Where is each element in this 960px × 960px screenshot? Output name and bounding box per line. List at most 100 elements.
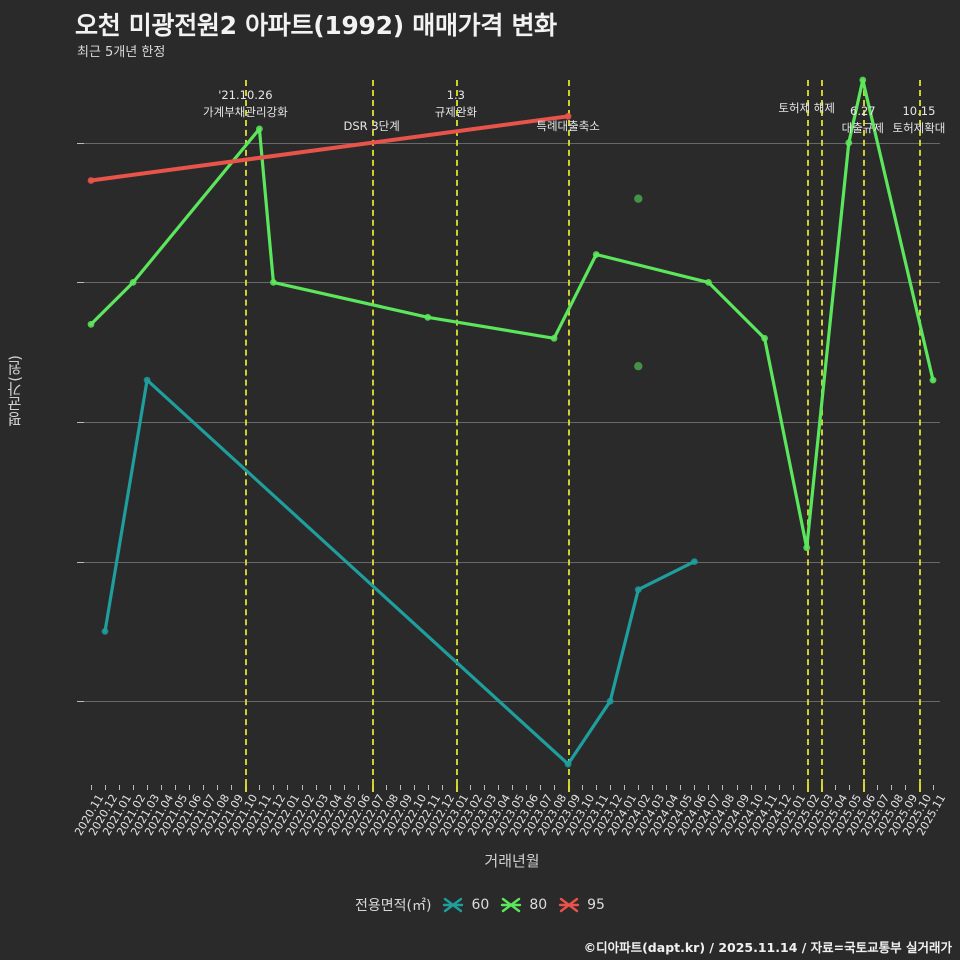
annotation-date: 1.3 [446, 88, 466, 102]
legend-entry-95[interactable]: 95 [558, 896, 605, 914]
x-axis-tick [750, 785, 752, 790]
x-axis-tick [778, 785, 780, 790]
x-axis-tick [848, 785, 850, 790]
x-axis-tick [918, 785, 921, 792]
legend-title: 전용면적(㎡) [355, 898, 432, 914]
legend-label: 95 [587, 897, 605, 913]
annotation-label: 대출규제 [841, 121, 884, 135]
gridline [84, 701, 940, 703]
plot-area: 0.2억0.3억0.4억0.5억0.6억 2020.112020.122021.… [72, 76, 948, 870]
x-axis-tick [119, 785, 121, 790]
x-axis-tick [694, 785, 696, 790]
x-axis-tick [273, 785, 275, 790]
x-axis-tick [540, 785, 542, 790]
data-point [929, 376, 937, 384]
annotation-date: '21.10.26 [218, 88, 273, 102]
x-axis-tick [189, 785, 191, 790]
x-axis-tick [806, 785, 809, 792]
page-title: 오천 미광전원2 아파트(1992) 매매가격 변화 [75, 11, 557, 40]
x-axis-tick [554, 785, 556, 790]
annotation-label: 토허제 해제 [778, 101, 835, 115]
data-point [87, 320, 95, 328]
y-axis-tick [77, 422, 84, 424]
x-axis-tick [91, 785, 93, 790]
x-axis-tick [483, 785, 485, 790]
event-line [918, 80, 921, 785]
x-axis-tick [582, 785, 584, 790]
data-point [634, 586, 642, 593]
x-axis-tick [175, 785, 177, 790]
legend-entry-60[interactable]: 60 [442, 896, 489, 914]
x-axis-tick [315, 785, 317, 790]
x-axis-tick [862, 785, 865, 792]
annotation-label: 가계부채관리강화 [203, 105, 288, 119]
x-axis-tick [469, 785, 471, 790]
event-line [455, 80, 458, 785]
x-axis-title: 거래년월 [484, 852, 540, 870]
x-axis-tick [357, 785, 359, 790]
x-axis-tick [441, 785, 443, 790]
y-axis-tick [77, 561, 84, 563]
x-axis-tick [624, 785, 626, 790]
event-line [371, 80, 374, 785]
data-point [761, 334, 768, 342]
data-point [803, 544, 811, 552]
x-axis-tick [890, 785, 892, 790]
data-point [592, 251, 600, 258]
event-line [568, 80, 571, 785]
y-axis-tick [77, 282, 84, 284]
series-layer [87, 76, 937, 768]
x-axis-tick [413, 785, 415, 790]
legend-entry-80[interactable]: 80 [500, 896, 547, 914]
x-axis-tick [666, 785, 668, 790]
x-axis-tick [497, 785, 499, 790]
x-axis-tick [568, 785, 571, 792]
data-point-isolated [634, 194, 643, 203]
legend-label: 80 [529, 897, 548, 913]
x-axis-tick [147, 785, 149, 790]
x-axis-tick [904, 785, 906, 790]
x-axis-tick [245, 785, 248, 792]
series-line-95 [89, 114, 571, 183]
x-axis-tick [932, 785, 934, 790]
data-point [691, 558, 698, 565]
x-axis-tick [105, 785, 107, 790]
annotation-label: 토허제확대 [892, 121, 946, 135]
gridline [84, 422, 940, 424]
event-line [862, 80, 865, 785]
data-point [143, 376, 151, 384]
data-point [705, 279, 712, 286]
data-point [564, 112, 572, 120]
x-axis-tick [876, 785, 878, 790]
data-point [270, 279, 277, 286]
gridline [84, 282, 940, 284]
y-axis-tick [77, 142, 84, 144]
x-axis-tick [526, 785, 528, 790]
data-point [564, 760, 572, 768]
data-point [87, 177, 95, 184]
data-point [129, 279, 137, 286]
x-axis-tick [329, 785, 331, 790]
x-axis-tick [596, 785, 598, 790]
x-axis-tick [259, 785, 261, 790]
annotation-label: DSR 3단계 [343, 119, 400, 133]
legend-label: 60 [471, 897, 490, 913]
event-line [245, 80, 248, 785]
annotation-date: 10.15 [902, 104, 936, 118]
legend-marker-icon [501, 897, 522, 913]
x-axis-tick [287, 785, 289, 790]
data-point [424, 313, 432, 321]
x-axis-tick [820, 785, 823, 792]
data-point [859, 76, 867, 84]
gridline [84, 561, 940, 563]
data-point [845, 139, 853, 147]
series-line-60 [103, 378, 696, 766]
x-axis-tick [764, 785, 766, 790]
event-line [820, 80, 823, 785]
x-axis-tick [610, 785, 612, 790]
x-axis-tick [427, 785, 429, 790]
data-point [256, 125, 263, 133]
x-axis-tick [680, 785, 682, 790]
x-axis-tick [722, 785, 724, 790]
